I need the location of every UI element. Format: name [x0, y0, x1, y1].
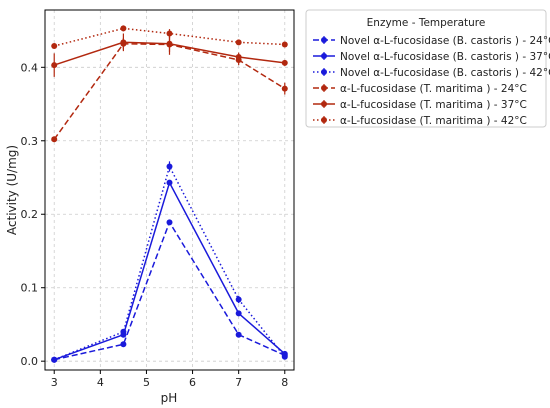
data-point — [281, 41, 288, 48]
x-tick-label: 8 — [281, 376, 288, 389]
series-line — [53, 180, 286, 361]
y-tick-label: 0.0 — [21, 355, 39, 368]
legend-label: Novel α-L-fucosidase (B. castoris ) - 37… — [340, 51, 550, 63]
data-point — [281, 59, 288, 66]
data-point — [281, 353, 288, 360]
x-axis-title: pH — [161, 391, 178, 405]
data-point — [120, 328, 127, 335]
data-point — [166, 40, 173, 47]
legend-marker — [321, 69, 327, 75]
x-tick-label: 6 — [189, 376, 196, 389]
legend-marker — [321, 101, 327, 107]
x-tick-label: 3 — [51, 376, 58, 389]
legend-item: α-L-fucosidase (T. maritima ) - 42°C — [313, 115, 527, 127]
data-point — [166, 30, 173, 37]
data-point — [51, 136, 58, 143]
y-tick-label: 0.1 — [21, 282, 39, 295]
data-point — [51, 62, 58, 69]
series-lines — [51, 25, 288, 363]
x-axis-ticks: 3 4 5 6 7 8 — [51, 370, 288, 389]
data-point — [235, 39, 242, 46]
data-point — [166, 179, 173, 186]
plot-frame — [44, 9, 295, 371]
data-point — [51, 43, 58, 49]
legend-label: α-L-fucosidase (T. maritima ) - 42°C — [340, 115, 527, 127]
legend-item: Novel α-L-fucosidase (B. castoris ) - 24… — [313, 35, 550, 47]
legend-items: Novel α-L-fucosidase (B. castoris ) - 24… — [313, 35, 550, 127]
series-line — [53, 164, 286, 361]
series-6 — [51, 25, 288, 49]
data-point — [235, 331, 242, 338]
legend-label: α-L-fucosidase (T. maritima ) - 37°C — [340, 99, 527, 111]
series-5 — [51, 32, 288, 77]
legend-title: Enzyme - Temperature — [367, 17, 486, 29]
legend-item: Novel α-L-fucosidase (B. castoris ) - 42… — [313, 67, 550, 79]
legend-marker — [321, 37, 327, 43]
y-axis-ticks: 0.0 0.1 0.2 0.3 0.4 — [21, 61, 45, 368]
data-point — [235, 310, 242, 317]
legend-marker — [321, 117, 327, 123]
legend-label: Novel α-L-fucosidase (B. castoris ) - 24… — [340, 35, 550, 47]
data-point — [120, 39, 127, 46]
data-point — [166, 163, 173, 170]
series-3 — [51, 161, 288, 363]
legend-frame — [305, 9, 547, 128]
series-2 — [51, 179, 288, 363]
y-tick-label: 0.3 — [21, 135, 39, 148]
y-tick-label: 0.2 — [21, 208, 39, 221]
legend: Enzyme - Temperature Novel α-L-fucosidas… — [305, 9, 550, 128]
x-tick-label: 5 — [143, 376, 150, 389]
y-tick-label: 0.4 — [21, 61, 39, 74]
axes — [44, 9, 295, 371]
series-1 — [51, 219, 288, 363]
x-tick-label: 4 — [97, 376, 104, 389]
data-point — [51, 356, 58, 363]
legend-item: α-L-fucosidase (T. maritima ) - 37°C — [313, 99, 527, 111]
legend-marker — [321, 85, 327, 91]
legend-marker — [321, 53, 327, 59]
x-tick-label: 7 — [235, 376, 242, 389]
data-point — [235, 296, 242, 303]
series-line — [54, 220, 286, 361]
data-point — [166, 219, 173, 226]
data-point — [281, 85, 288, 92]
data-point — [120, 341, 127, 348]
data-point — [235, 54, 242, 61]
legend-item: Novel α-L-fucosidase (B. castoris ) - 37… — [313, 51, 550, 63]
y-axis-title: Activity (U/mg) — [5, 145, 19, 235]
legend-label: Novel α-L-fucosidase (B. castoris ) - 42… — [340, 67, 550, 79]
legend-item: α-L-fucosidase (T. maritima ) - 24°C — [313, 83, 527, 95]
legend-label: α-L-fucosidase (T. maritima ) - 24°C — [340, 83, 527, 95]
grid — [45, 10, 294, 370]
data-point — [120, 25, 127, 32]
